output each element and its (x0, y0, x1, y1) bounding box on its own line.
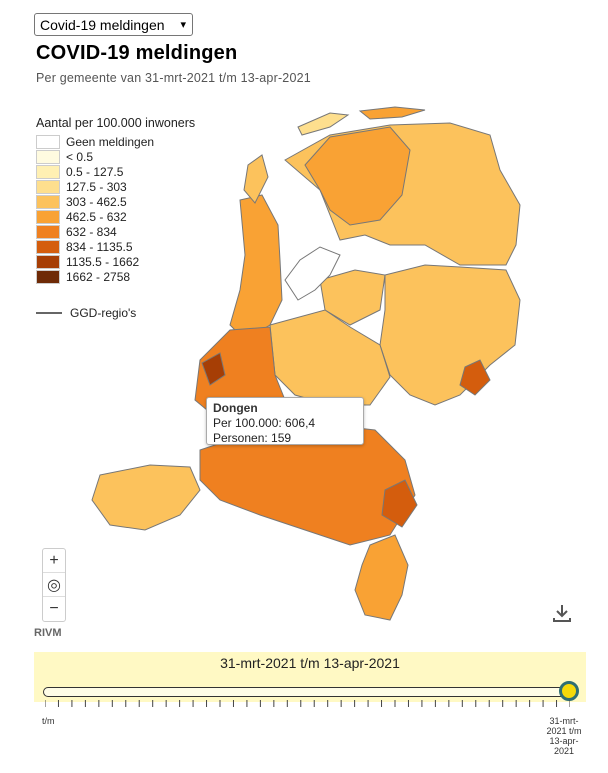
legend: Aantal per 100.000 inwoners Geen melding… (36, 116, 195, 284)
legend-item: 834 - 1135.5 (36, 239, 195, 254)
chevron-down-icon: ▾ (180, 19, 186, 31)
map-region-zeeland[interactable] (91, 464, 201, 531)
tooltip-name: Dongen (213, 401, 258, 415)
map-region-friesland[interactable] (304, 126, 411, 226)
legend-label: Geen meldingen (66, 134, 155, 149)
map-region-ameland-schiermonnikoog[interactable] (358, 106, 426, 120)
ggd-line-symbol (36, 312, 62, 314)
legend-ggd: GGD-regio's (36, 306, 136, 320)
legend-swatch (36, 254, 60, 269)
plus-icon[interactable]: + (43, 549, 65, 573)
legend-item: 127.5 - 303 (36, 179, 195, 194)
map-lake-ijsselmeer (284, 246, 341, 301)
legend-item: < 0.5 (36, 149, 195, 164)
legend-swatch (36, 149, 60, 164)
map-region-east[interactable] (379, 264, 521, 406)
legend-item: Geen meldingen (36, 134, 195, 149)
timeline-label: 31-mrt-2021 t/m 13-apr-2021 (220, 655, 400, 671)
zoom-control: + ◎ − (42, 548, 66, 622)
legend-ggd-label: GGD-regio's (70, 306, 137, 320)
legend-swatch (36, 164, 60, 179)
page-title: COVID-19 meldingen (36, 42, 238, 64)
target-icon[interactable]: ◎ (43, 573, 65, 597)
map-tooltip: Dongen Per 100.000: 606,4 Personen: 159 (206, 397, 364, 445)
source-credit: RIVM (34, 627, 62, 639)
timeline-handle[interactable] (559, 681, 579, 701)
map-region-vlieland-terschelling[interactable] (297, 112, 350, 136)
map-hotspot-east[interactable] (459, 359, 491, 396)
legend-swatch (36, 194, 60, 209)
legend-label: 303 - 462.5 (66, 194, 127, 209)
legend-label: 127.5 - 303 (66, 179, 127, 194)
legend-swatch (36, 239, 60, 254)
legend-label: 632 - 834 (66, 224, 117, 239)
legend-item: 462.5 - 632 (36, 209, 195, 224)
legend-label: 1135.5 - 1662 (66, 254, 140, 269)
legend-title: Aantal per 100.000 inwoners (36, 116, 196, 130)
legend-item: 0.5 - 127.5 (36, 164, 195, 179)
legend-item: 303 - 462.5 (36, 194, 195, 209)
map-hotspot-holland[interactable] (201, 352, 226, 386)
timeline-end-label: 31-mrt- 2021 t/m 13-apr- 2021 (546, 716, 582, 756)
timeline-slider[interactable] (43, 687, 570, 697)
legend-item: 1662 - 2758 (36, 269, 195, 284)
map-region-limburg[interactable] (354, 534, 409, 621)
legend-label: 0.5 - 127.5 (66, 164, 124, 179)
legend-label: < 0.5 (66, 149, 94, 164)
map-hotspot-south[interactable] (381, 479, 418, 528)
tooltip-per100k: Per 100.000: 606,4 (213, 416, 316, 430)
legend-label: 834 - 1135.5 (66, 239, 133, 254)
timeline-ticks (45, 700, 570, 707)
tooltip-persons: Personen: 159 (213, 431, 292, 445)
legend-label: 1662 - 2758 (66, 269, 131, 284)
map-region-texel[interactable] (243, 154, 269, 204)
dataset-select-value: Covid-19 meldingen (40, 16, 165, 33)
map-region-central[interactable] (269, 309, 391, 406)
map-region-northholland[interactable] (229, 194, 283, 341)
legend-swatch (36, 209, 60, 224)
legend-item: 1135.5 - 1662 (36, 254, 195, 269)
legend-swatch (36, 224, 60, 239)
legend-item: 632 - 834 (36, 224, 195, 239)
download-icon[interactable] (551, 602, 573, 624)
legend-swatch (36, 269, 60, 284)
dataset-select[interactable]: Covid-19 meldingen ▾ (34, 13, 193, 36)
minus-icon[interactable]: − (49, 600, 59, 617)
legend-swatch (36, 179, 60, 194)
page-subtitle: Per gemeente van 31-mrt-2021 t/m 13-apr-… (36, 71, 311, 85)
legend-swatch (36, 134, 60, 149)
timeline-start-label: t/m (42, 716, 55, 726)
legend-label: 462.5 - 632 (66, 209, 127, 224)
